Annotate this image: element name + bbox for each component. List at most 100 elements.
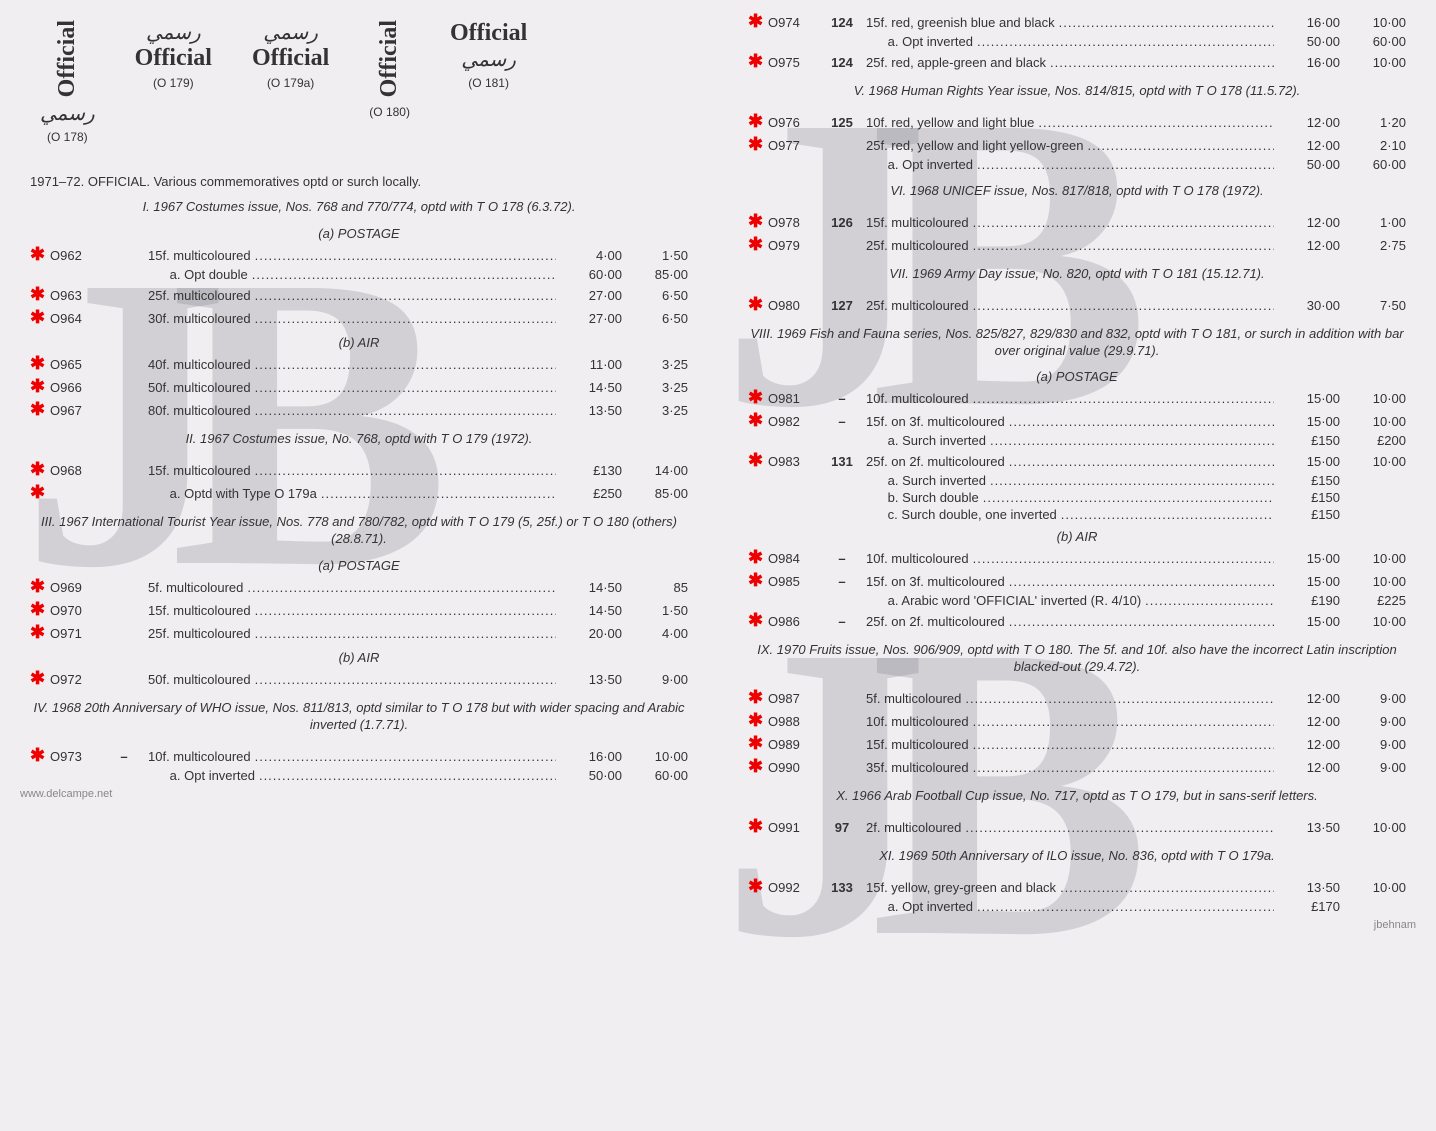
price-mint: £150 (1280, 490, 1340, 505)
price-mint: 12·00 (1280, 238, 1340, 253)
asterisk-icon: ✱ (30, 284, 44, 305)
catalog-row: ✱ O965 40f. multicoloured 11·00 3·25 (10, 352, 708, 375)
section-7-rows: ✱ O980 127 25f. multicoloured 30·00 7·50 (728, 293, 1426, 316)
price-mint: 20·00 (562, 626, 622, 641)
description: 25f. red, yellow and light yellow-green (866, 138, 1274, 153)
asterisk-icon: ✱ (748, 547, 762, 568)
catalog-row: ✱ O962 15f. multicoloured 4·00 1·50 (10, 243, 708, 266)
catalog-sub-row: a. Opt inverted 50·00 60·00 (10, 767, 708, 784)
section-2-title: II. 1967 Costumes issue, No. 768, optd w… (30, 431, 688, 448)
catalog-number: O973 (50, 749, 100, 764)
catalog-sub-row: a. Opt inverted 50·00 60·00 (728, 33, 1426, 50)
price-used: 6·50 (628, 288, 688, 303)
asterisk-icon: ✱ (748, 211, 762, 232)
description: 10f. multicoloured (148, 749, 556, 764)
description: 25f. on 2f. multicoloured (866, 454, 1274, 469)
main-heading: 1971–72. OFFICIAL. Various commemorative… (30, 174, 688, 189)
asterisk-icon: ✱ (748, 11, 762, 32)
overprint-ref: (O 178) (47, 130, 88, 144)
price-mint: 14·50 (562, 580, 622, 595)
catalog-row: ✱ O981 – 10f. multicoloured 15·00 10·00 (728, 386, 1426, 409)
sub-description: a. Opt inverted (866, 157, 1274, 172)
page-container: Official رسمي (O 178) رسمي Official (O 1… (0, 0, 1436, 945)
section-4-title: IV. 1968 20th Anniversary of WHO issue, … (30, 700, 688, 734)
price-mint: 14·50 (562, 603, 622, 618)
section-1-sub-a: (a) POSTAGE (10, 226, 708, 241)
section-1-rows-a: ✱ O962 15f. multicoloured 4·00 1·50 a. O… (10, 243, 708, 329)
price-used: 10·00 (1346, 820, 1406, 835)
catalog-number: O971 (50, 626, 100, 641)
overprint-arabic: رسمي (461, 47, 516, 72)
catalog-number: O991 (768, 820, 818, 835)
asterisk-icon: ✱ (748, 450, 762, 471)
catalog-row: ✱ O978 126 15f. multicoloured 12·00 1·00 (728, 210, 1426, 233)
asterisk-icon: ✱ (30, 745, 44, 766)
price-mint: £150 (1280, 507, 1340, 522)
catalog-row: ✱ O985 – 15f. on 3f. multicoloured 15·00… (728, 569, 1426, 592)
footer-left: www.delcampe.net (10, 784, 708, 804)
sub-description: a. Arabic word 'OFFICIAL' inverted (R. 4… (866, 593, 1274, 608)
asterisk-icon: ✱ (748, 610, 762, 631)
catalog-row: ✱ O986 – 25f. on 2f. multicoloured 15·00… (728, 609, 1426, 632)
price-used: £225 (1346, 593, 1406, 608)
type-number: 133 (824, 880, 860, 895)
catalog-number: O983 (768, 454, 818, 469)
catalog-row: ✱ O990 35f. multicoloured 12·00 9·00 (728, 755, 1426, 778)
catalog-number: O986 (768, 614, 818, 629)
asterisk-icon: ✱ (30, 353, 44, 374)
asterisk-icon: ✱ (748, 51, 762, 72)
type-number: 127 (824, 298, 860, 313)
description: 25f. multicoloured (148, 288, 556, 303)
catalog-number: O984 (768, 551, 818, 566)
overprint-180: Official (O 180) (369, 20, 410, 144)
description: 10f. multicoloured (866, 714, 1274, 729)
sub-description: a. Opt inverted (148, 768, 556, 783)
catalog-number: O990 (768, 760, 818, 775)
price-mint: 12·00 (1280, 691, 1340, 706)
price-mint: 4·00 (562, 248, 622, 263)
asterisk-icon: ✱ (748, 410, 762, 431)
catalog-row: ✱ O968 15f. multicoloured £130 14·00 (10, 458, 708, 481)
price-mint: 50·00 (562, 768, 622, 783)
section-3-sub-b: (b) AIR (10, 650, 708, 665)
price-used: 1·50 (628, 603, 688, 618)
catalog-row: ✱ O988 10f. multicoloured 12·00 9·00 (728, 709, 1426, 732)
catalog-row: ✱ O974 124 15f. red, greenish blue and b… (728, 10, 1426, 33)
catalog-number: O977 (768, 138, 818, 153)
description: 5f. multicoloured (866, 691, 1274, 706)
overprint-label: Official (54, 20, 81, 97)
section-4-row-2: ✱ O975 124 25f. red, apple-green and bla… (728, 50, 1426, 73)
price-mint: 15·00 (1280, 551, 1340, 566)
catalog-number: O972 (50, 672, 100, 687)
price-used: 85 (628, 580, 688, 595)
asterisk-icon: ✱ (748, 876, 762, 897)
catalog-number: O962 (50, 248, 100, 263)
asterisk-icon: ✱ (30, 459, 44, 480)
price-used: 1·20 (1346, 115, 1406, 130)
description: 15f. multicoloured (866, 215, 1274, 230)
description: 35f. multicoloured (866, 760, 1274, 775)
asterisk-icon: ✱ (748, 294, 762, 315)
catalog-number: O969 (50, 580, 100, 595)
price-used: 60·00 (628, 768, 688, 783)
type-number: 97 (824, 820, 860, 835)
section-9-rows: ✱ O987 5f. multicoloured 12·00 9·00 ✱ O9… (728, 686, 1426, 778)
description: 5f. multicoloured (148, 580, 556, 595)
price-used: 10·00 (1346, 414, 1406, 429)
price-mint: 11·00 (562, 357, 622, 372)
catalog-sub-row: ✱ a. Optd with Type O 179a £250 85·00 (10, 481, 708, 504)
price-used: 3·25 (628, 403, 688, 418)
catalog-number: O980 (768, 298, 818, 313)
price-used: 7·50 (1346, 298, 1406, 313)
section-8-rows-a: ✱ O981 – 10f. multicoloured 15·00 10·00 … (728, 386, 1426, 523)
overprint-label: Official (252, 45, 329, 72)
section-4-row-1: ✱ O974 124 15f. red, greenish blue and b… (728, 10, 1426, 50)
price-mint: £150 (1280, 433, 1340, 448)
price-used: 9·00 (1346, 760, 1406, 775)
description: 15f. multicoloured (866, 737, 1274, 752)
section-3-sub-a: (a) POSTAGE (10, 558, 708, 573)
catalog-number: O989 (768, 737, 818, 752)
type-number: – (824, 414, 860, 429)
price-mint: 16·00 (1280, 15, 1340, 30)
price-mint: £170 (1280, 899, 1340, 914)
